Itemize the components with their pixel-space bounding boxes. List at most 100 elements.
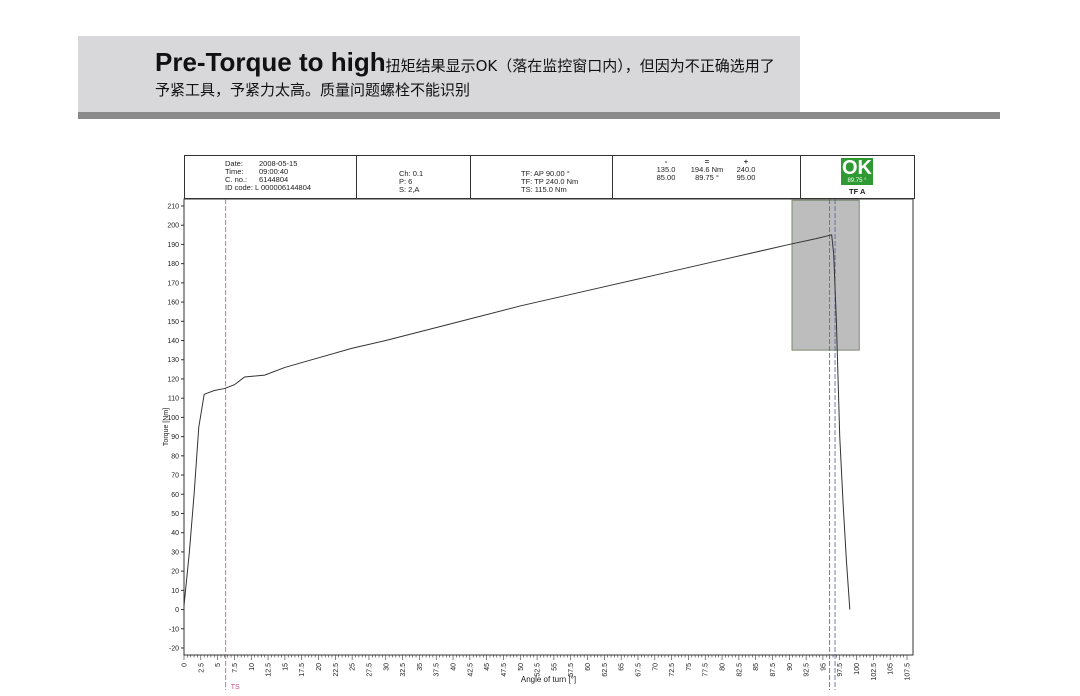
x-tick-label: 92.5: [804, 663, 811, 677]
x-tick-label: 105: [888, 663, 895, 675]
x-tick-label: 5: [215, 663, 222, 667]
page-title: Pre-Torque to high扭矩结果显示OK（落在监控窗口内），但因为不…: [78, 47, 775, 102]
x-tick-label: 77.5: [703, 663, 710, 677]
torque-value: 194.6 Nm: [690, 165, 724, 174]
x-tick-label: 57.5: [568, 663, 575, 677]
x-tick-label: 0: [182, 663, 189, 667]
x-tick-label: 10: [249, 663, 256, 671]
y-tick-label: 150: [167, 319, 179, 326]
tf-tp: TF: TP 240.0 Nm: [521, 177, 579, 186]
y-tick-label: 100: [167, 415, 179, 422]
y-tick-label: 30: [171, 549, 179, 556]
y-tick-label: 60: [171, 492, 179, 499]
x-tick-label: 20: [316, 663, 323, 671]
time: 09:00:40: [259, 167, 289, 176]
y-tick-label: 20: [171, 569, 179, 576]
x-tick-label: 2.5: [198, 663, 205, 673]
monitoring-window: [791, 199, 860, 351]
id-code: L 000006144804: [255, 183, 312, 192]
title-en: Pre-Torque to high: [155, 47, 386, 77]
y-tick-label: 110: [168, 396, 179, 403]
x-tick-label: 95: [820, 663, 827, 671]
plus-header: +: [743, 157, 749, 166]
y-tick-label: 50: [171, 511, 179, 518]
x-tick-label: 37.5: [434, 663, 441, 677]
x-tick-label: 55: [551, 663, 558, 671]
x-tick-label: 97.5: [837, 663, 844, 677]
x-tick-label: 75: [686, 663, 693, 671]
y-tick-label: 210: [167, 204, 179, 211]
cno-label: C. no.:: [225, 175, 248, 184]
program: P: 6: [399, 177, 413, 186]
torque-max: 240.0: [736, 165, 756, 174]
x-tick-label: 47.5: [501, 663, 508, 677]
x-tick-label: 62.5: [602, 663, 609, 677]
x-tick-label: 100: [854, 663, 861, 675]
x-tick-label: 90: [787, 663, 794, 671]
x-tick-label: 15: [282, 663, 289, 671]
x-tick-label: 82.5: [736, 663, 743, 677]
marker-label: TS: [231, 684, 240, 691]
time-label: Time:: [225, 167, 244, 176]
x-tick-label: 42.5: [467, 663, 474, 677]
y-tick-label: 70: [171, 473, 179, 480]
ok-text: OK: [842, 157, 872, 179]
x-tick-label: 35: [417, 663, 424, 671]
y-tick-label: 0: [175, 607, 179, 614]
y-tick-label: 170: [167, 280, 179, 287]
x-tick-label: 32.5: [400, 663, 407, 677]
x-tick-label: 85: [753, 663, 760, 671]
y-tick-label: 200: [167, 223, 179, 230]
x-tick-label: 22.5: [333, 663, 340, 677]
ok-mode: TF A: [849, 187, 866, 196]
x-axis-label: Angle of turn [°]: [521, 675, 576, 684]
y-tick-label: 180: [167, 261, 179, 268]
y-tick-label: 140: [167, 338, 179, 345]
x-tick-label: 80: [720, 663, 727, 671]
y-tick-label: -20: [169, 646, 179, 653]
x-tick-label: 25: [350, 663, 357, 671]
title-cn-1: 扭矩结果显示OK（落在监控窗口内），但因为不正确选用了: [385, 57, 775, 75]
ts: TS: 115.0 Nm: [521, 185, 567, 194]
x-tick-label: 65: [619, 663, 626, 671]
spindle: S: 2,A: [399, 185, 420, 194]
title-cn-2: 予紧工具，予紧力太高。质量问题螺栓不能识别: [155, 81, 471, 99]
x-tick-label: 30: [383, 663, 390, 671]
x-tick-label: 52.5: [535, 663, 542, 677]
equals-header: =: [704, 157, 710, 166]
y-axis-label: Torque [Nm]: [163, 408, 170, 446]
x-tick-label: 27.5: [366, 663, 373, 677]
date-label: Date:: [225, 159, 243, 168]
y-tick-label: -10: [169, 626, 179, 633]
x-tick-label: 72.5: [669, 663, 676, 677]
x-tick-label: 67.5: [635, 663, 642, 677]
x-tick-label: 12.5: [266, 663, 273, 677]
y-tick-label: 190: [167, 242, 179, 249]
y-tick-label: 90: [171, 434, 179, 441]
y-tick-label: 160: [167, 300, 179, 307]
minus-header: -: [664, 157, 668, 166]
header-divider: [78, 112, 1000, 119]
x-tick-label: 70: [652, 663, 659, 671]
cno: 6144804: [259, 175, 289, 184]
x-tick-label: 17.5: [299, 663, 306, 677]
date: 2008-05-15: [259, 159, 298, 168]
y-tick-label: 80: [171, 453, 179, 460]
tf-ap: TF: AP 90.00 °: [521, 169, 570, 178]
x-tick-label: 45: [484, 663, 491, 671]
x-tick-label: 40: [451, 663, 458, 671]
x-tick-label: 60: [585, 663, 592, 671]
ok-angle: 89.75 °: [847, 178, 867, 184]
header-panel: [78, 36, 800, 112]
x-tick-label: 102.5: [871, 663, 878, 681]
channel: Ch: 0.1: [399, 169, 424, 178]
x-tick-label: 107.5: [905, 663, 912, 681]
ok-status-badge: OK 89.75 °: [841, 158, 873, 185]
x-tick-label: 50: [518, 663, 525, 671]
y-tick-label: 130: [167, 357, 179, 364]
angle-value: 89.75 °: [695, 173, 719, 182]
angle-min: 85.00: [656, 173, 676, 182]
y-tick-label: 10: [171, 588, 179, 595]
y-tick-label: 40: [171, 530, 179, 537]
